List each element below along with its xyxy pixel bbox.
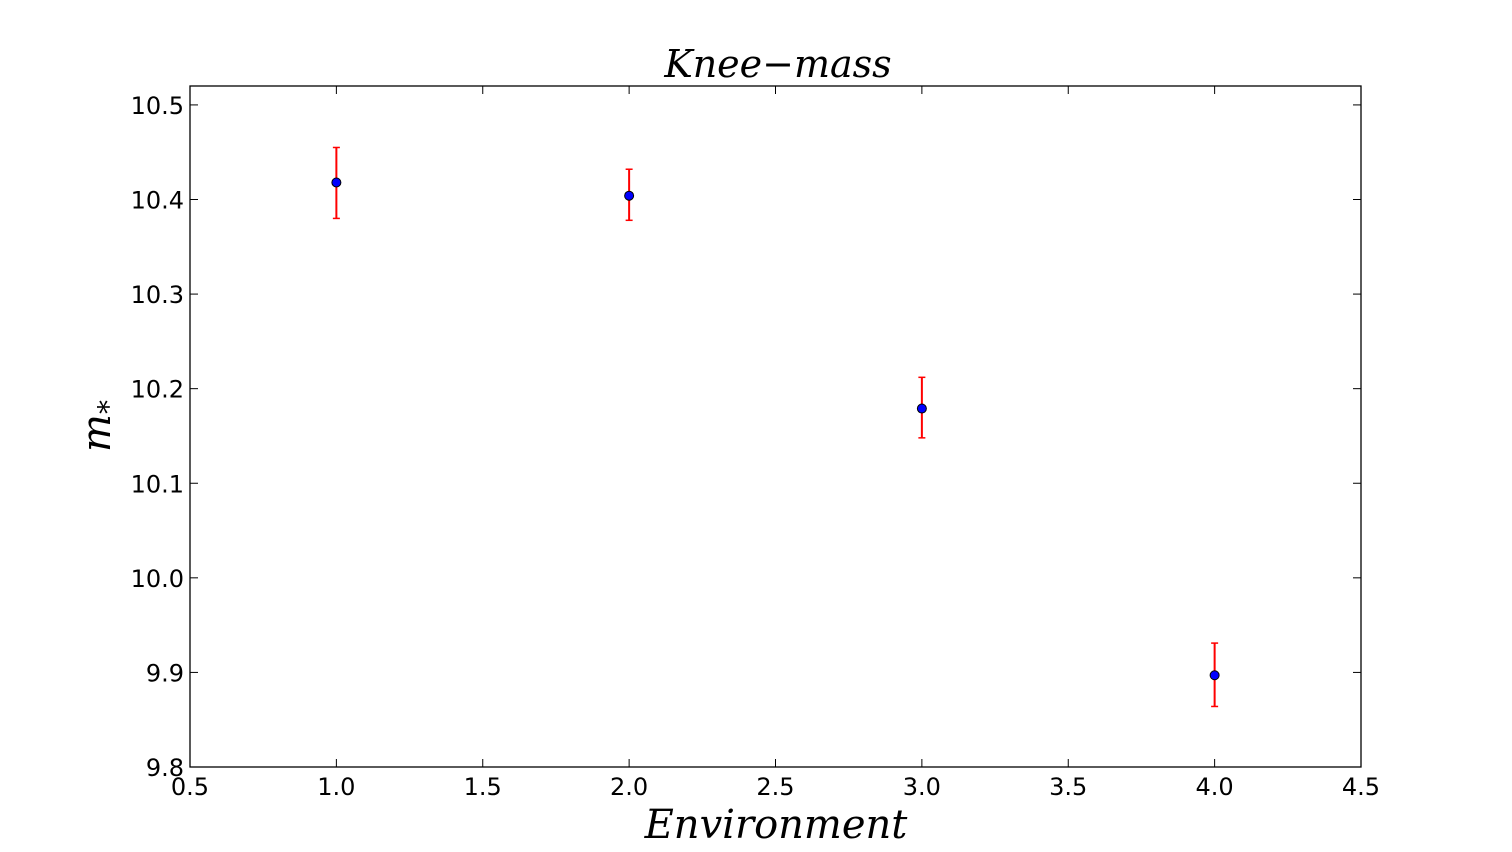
chart-title: Knee−mass <box>663 42 891 86</box>
y-tick-label: 10.5 <box>131 92 184 120</box>
x-tick-label: 3.5 <box>1049 773 1087 801</box>
x-tick-label: 0.5 <box>171 773 209 801</box>
x-tick-label: 4.0 <box>1196 773 1234 801</box>
y-tick-label: 9.9 <box>146 659 184 687</box>
x-tick-label: 3.0 <box>903 773 941 801</box>
y-tick-label: 10.1 <box>131 470 184 498</box>
y-axis-label-main: m <box>74 414 120 452</box>
x-axis-label: Environment <box>644 802 909 848</box>
x-tick-label: 2.0 <box>610 773 648 801</box>
y-tick-label: 10.4 <box>131 187 184 215</box>
x-tick-label: 1.0 <box>317 773 355 801</box>
data-point <box>331 177 342 188</box>
y-axis-label-subscript: * <box>92 400 125 414</box>
y-tick-label: 10.3 <box>131 281 184 309</box>
data-point <box>1209 670 1220 681</box>
y-axis-label: m* <box>74 400 125 452</box>
data-points <box>331 177 1220 681</box>
axis-ticks <box>189 86 1362 768</box>
y-tick-label: 9.8 <box>146 754 184 782</box>
data-point <box>624 190 635 201</box>
plot-area <box>189 85 1362 768</box>
axis-tick-labels: 0.5 1.0 1.5 2.0 2.5 3.0 3.5 4.0 4.5 9.8 9.9 10.0 10.… <box>131 92 1381 801</box>
y-tick-label: 10.0 <box>131 565 184 593</box>
x-tick-label: 4.5 <box>1342 773 1380 801</box>
y-tick-label: 10.2 <box>131 376 184 404</box>
data-point <box>916 403 927 414</box>
x-tick-label: 1.5 <box>464 773 502 801</box>
x-tick-label: 2.5 <box>756 773 794 801</box>
